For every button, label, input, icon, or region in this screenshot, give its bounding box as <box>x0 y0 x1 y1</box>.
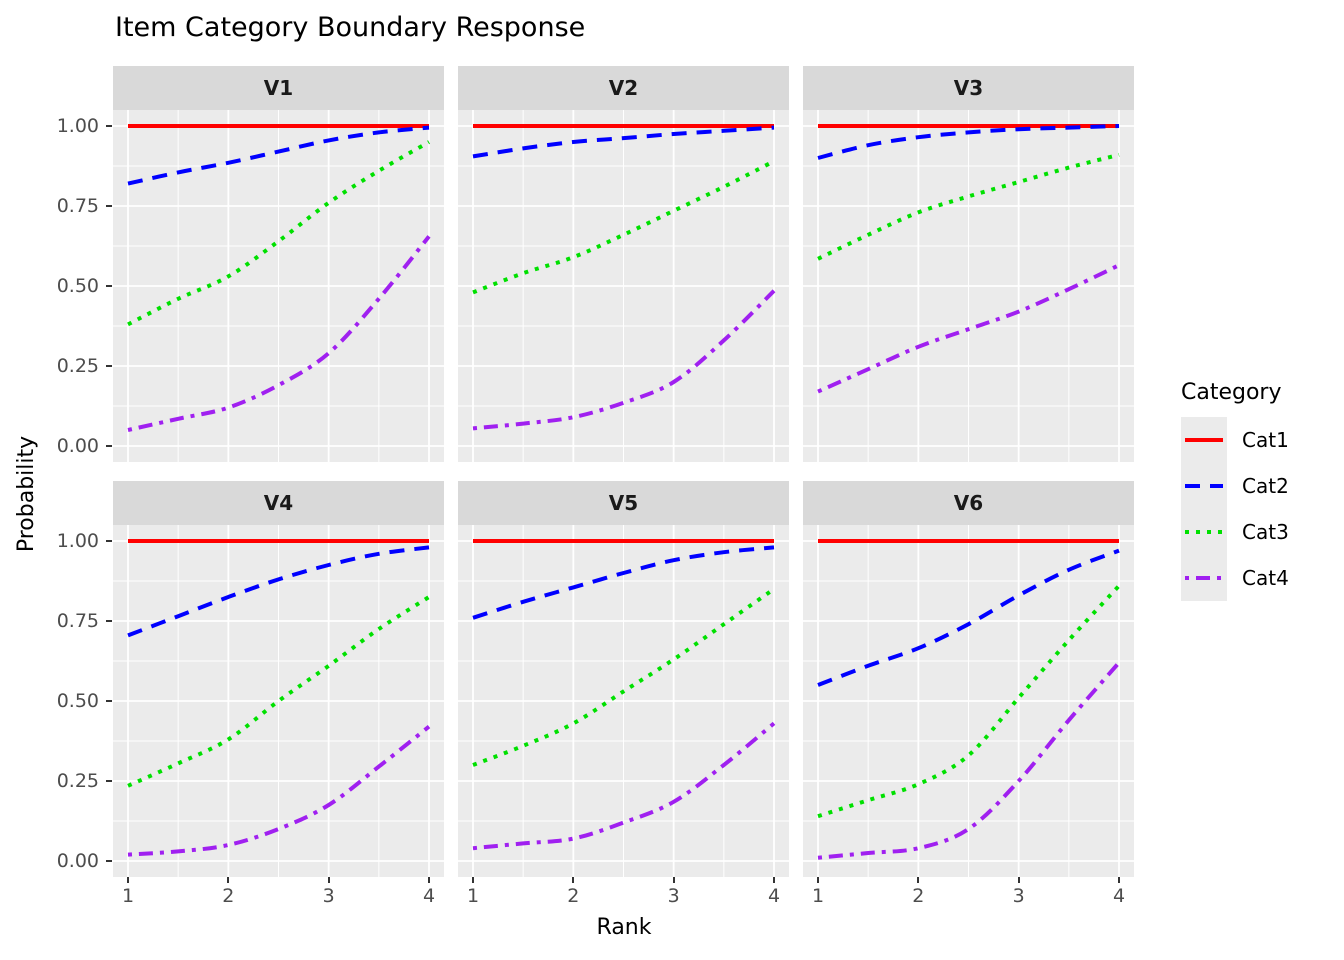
legend-entry-Cat4: Cat4 <box>1181 555 1289 601</box>
facet-panel-V5 <box>458 525 789 877</box>
y-tick-label: 1.00 <box>56 530 99 552</box>
line-Cat4-V4 <box>127 725 431 857</box>
x-tick-label: 3 <box>667 885 680 907</box>
legend-entry-Cat3: Cat3 <box>1181 509 1289 555</box>
x-tick-mark <box>327 877 330 883</box>
x-tick-mark <box>227 877 230 883</box>
x-tick-mark <box>917 877 920 883</box>
x-tick-label: 4 <box>422 885 436 907</box>
facet-strip-label: V3 <box>953 76 984 100</box>
facet-panel-V1 <box>113 110 444 462</box>
line-Cat3-V1 <box>127 140 430 327</box>
y-tick-mark <box>106 365 112 367</box>
x-tick-mark <box>428 877 430 883</box>
x-tick-label: 2 <box>222 885 235 907</box>
x-tick-mark <box>773 877 775 883</box>
legend-label: Cat3 <box>1242 520 1289 544</box>
line-Cat2-V5 <box>472 545 775 620</box>
x-tick-label: 4 <box>767 885 781 907</box>
y-tick-label: 0.50 <box>56 275 99 297</box>
legend-key-dotdash-line-icon <box>1181 555 1227 601</box>
x-tick-label: 3 <box>1012 885 1025 907</box>
y-tick-label: 0.25 <box>56 770 99 792</box>
facet-strip-V2: V2 <box>458 66 789 110</box>
x-tick-label: 3 <box>322 885 335 907</box>
line-Cat4-V1 <box>127 235 431 432</box>
facet-strip-V1: V1 <box>113 66 444 110</box>
line-Cat4-V3 <box>817 263 1120 394</box>
facet-panel-V6 <box>803 525 1134 877</box>
facet-panel-V4 <box>113 525 444 877</box>
facet-strip-V3: V3 <box>803 66 1134 110</box>
y-tick-mark <box>106 125 112 127</box>
y-tick-label: 1.00 <box>56 115 99 137</box>
legend-entries: Cat1 Cat2 Cat3 Cat4 <box>1181 417 1289 601</box>
x-tick-label: 4 <box>1112 885 1126 907</box>
legend-label: Cat2 <box>1242 474 1289 498</box>
x-tick-mark <box>572 877 575 883</box>
facet-strip-label: V1 <box>263 76 294 100</box>
facet-strip-label: V4 <box>263 491 294 515</box>
line-Cat3-V5 <box>472 587 776 767</box>
line-Cat2-V4 <box>127 545 430 638</box>
facet-strip-label: V6 <box>953 491 984 515</box>
x-tick-mark <box>127 877 129 883</box>
y-tick-mark <box>106 540 112 542</box>
y-tick-label: 0.00 <box>56 850 99 872</box>
line-Cat4-V6 <box>817 661 1121 860</box>
line-Cat2-V2 <box>472 125 775 159</box>
facet-strip-label: V2 <box>608 76 639 100</box>
y-tick-label: 0.75 <box>56 195 99 217</box>
x-axis-title: Rank <box>596 915 652 940</box>
line-Cat3-V3 <box>817 152 1120 261</box>
facet-panel-V2 <box>458 110 789 462</box>
legend-key-solid-line-icon <box>1181 417 1227 463</box>
chart-title: Item Category Boundary Response <box>115 12 586 43</box>
x-tick-label: 1 <box>466 885 480 907</box>
x-tick-mark <box>817 877 819 883</box>
y-tick-mark <box>106 445 112 447</box>
facet-strip-V4: V4 <box>113 481 444 525</box>
legend-title: Category <box>1181 380 1282 405</box>
y-tick-mark <box>106 700 112 702</box>
x-tick-mark <box>472 877 474 883</box>
y-tick-label: 0.25 <box>56 355 99 377</box>
x-tick-mark <box>1017 877 1020 883</box>
legend-entry-Cat1: Cat1 <box>1181 417 1289 463</box>
x-tick-mark <box>672 877 675 883</box>
y-tick-mark <box>106 860 112 862</box>
line-Cat4-V5 <box>472 721 776 851</box>
y-tick-mark <box>106 285 112 287</box>
y-tick-mark <box>106 620 112 622</box>
facet-strip-V6: V6 <box>803 481 1134 525</box>
facet-panel-V3 <box>803 110 1134 462</box>
x-tick-label: 2 <box>567 885 580 907</box>
y-tick-label: 0.50 <box>56 690 99 712</box>
x-tick-label: 1 <box>811 885 825 907</box>
x-tick-label: 1 <box>121 885 135 907</box>
y-tick-mark <box>106 205 112 207</box>
y-tick-label: 0.00 <box>56 435 99 457</box>
line-Cat2-V6 <box>817 548 1120 687</box>
legend-label: Cat4 <box>1242 566 1289 590</box>
y-tick-mark <box>106 780 112 782</box>
line-Cat2-V1 <box>127 125 430 186</box>
facet-strip-V5: V5 <box>458 481 789 525</box>
legend-entry-Cat2: Cat2 <box>1181 463 1289 509</box>
x-tick-label: 2 <box>912 885 925 907</box>
line-Cat3-V4 <box>127 595 431 788</box>
line-Cat3-V6 <box>817 584 1121 819</box>
legend-label: Cat1 <box>1242 428 1289 452</box>
facet-strip-label: V5 <box>608 491 639 515</box>
y-tick-label: 0.75 <box>56 610 99 632</box>
x-tick-mark <box>1118 877 1120 883</box>
legend: Category Cat1 Cat2 Cat3 Cat4 <box>1181 380 1289 601</box>
line-Cat4-V2 <box>472 289 776 431</box>
legend-key-dashed-line-icon <box>1181 463 1227 509</box>
legend-key-dotted-line-icon <box>1181 509 1227 555</box>
line-Cat2-V3 <box>817 124 1120 160</box>
